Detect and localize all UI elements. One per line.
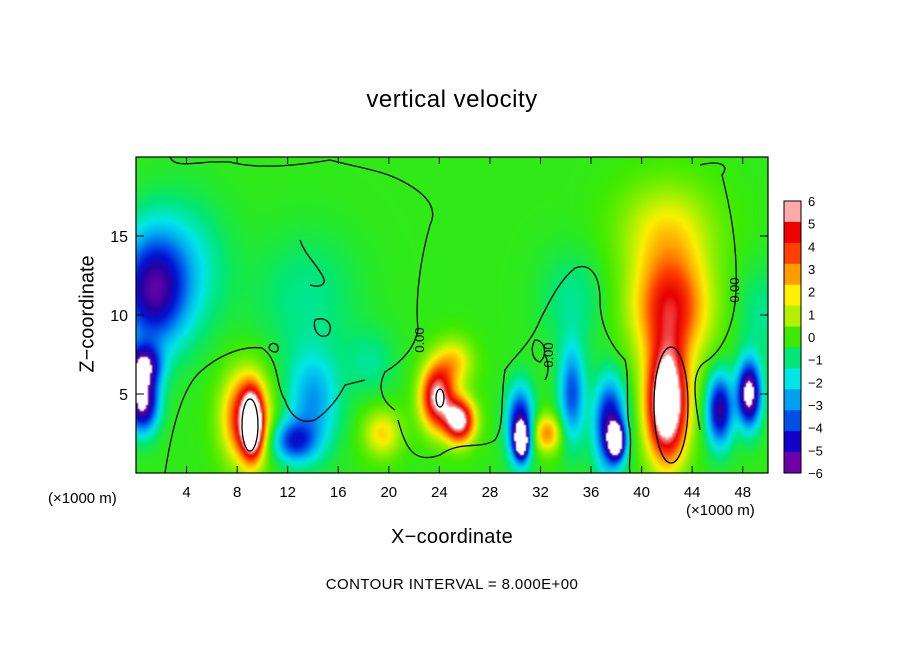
colorbar-band <box>784 389 801 411</box>
colorbar-tick-label: 3 <box>808 262 815 277</box>
y-tick-label: 15 <box>110 229 128 246</box>
colorbar-band <box>784 201 801 223</box>
y-axis-ticks: 5 10 15 <box>110 229 768 404</box>
zero-contour-lines <box>164 157 737 473</box>
colorbar-tick-label: 6 <box>808 194 815 209</box>
colorbar-band <box>784 410 801 432</box>
chart-title: vertical velocity <box>366 86 538 113</box>
contour-label: 0.00 <box>727 277 742 302</box>
colorbar-tick-label: 5 <box>808 217 815 232</box>
colorbar: 6 5 4 3 2 1 0 −1 −2 −3 −4 −5 −6 <box>783 194 823 481</box>
x-tick-label: 8 <box>233 484 241 501</box>
colorbar-tick-label: −1 <box>808 353 823 368</box>
contour-core-right <box>653 346 689 464</box>
colorbar-tick-label: 4 <box>808 239 815 254</box>
contour-line-small-4 <box>531 339 546 363</box>
colorbar-band <box>784 368 801 390</box>
colorbar-band <box>784 452 801 474</box>
x-tick-label: 40 <box>633 484 650 501</box>
contour-line-small-1 <box>299 239 325 287</box>
contour-line-right <box>694 162 737 431</box>
contour-core-left <box>241 398 259 452</box>
colorbar-tick-label: −6 <box>808 466 823 481</box>
colorbar-band <box>784 431 801 453</box>
colorbar-band <box>784 221 801 244</box>
x-tick-label: 44 <box>684 484 701 501</box>
colorbar-tick-label: 2 <box>808 285 815 300</box>
colorbar-band <box>784 284 801 307</box>
colorbar-tick-label: −4 <box>808 421 823 436</box>
contour-line-tropopause <box>169 157 434 411</box>
y-tick-label: 5 <box>119 387 128 404</box>
contour-line-small-3 <box>268 342 279 353</box>
contour-label: 0.00 <box>412 327 427 352</box>
contour-line-small-5 <box>544 354 549 381</box>
x-tick-label: 28 <box>482 484 499 501</box>
x-tick-label: 20 <box>380 484 397 501</box>
x-unit-label-right: (×1000 m) <box>686 502 755 519</box>
x-unit-label-left: (×1000 m) <box>48 490 117 507</box>
velocity-field-image <box>136 157 768 473</box>
colorbar-band <box>784 263 801 286</box>
y-tick-label: 10 <box>110 308 128 325</box>
x-tick-label: 48 <box>734 484 751 501</box>
colorbar-tick-label: 0 <box>808 330 815 345</box>
colorbar-band <box>784 242 801 265</box>
colorbar-tick-label: 1 <box>808 307 815 322</box>
contour-label: 0.00 <box>541 342 556 367</box>
colorbar-band <box>784 305 801 328</box>
colorbar-band <box>784 326 801 348</box>
contour-line-mid <box>397 265 632 473</box>
contour-interval-note: CONTOUR INTERVAL = 8.000E+00 <box>325 576 579 593</box>
contour-line-bottom-left <box>164 346 366 473</box>
x-axis-label: X−coordinate <box>390 526 514 548</box>
colorbar-tick-label: −5 <box>808 443 823 458</box>
x-tick-label: 4 <box>182 484 190 501</box>
contour-line-small-2 <box>313 318 331 337</box>
x-tick-label: 16 <box>330 484 347 501</box>
colorbar-band <box>784 347 801 369</box>
x-tick-label: 36 <box>583 484 600 501</box>
colorbar-frame <box>783 200 802 474</box>
x-tick-label: 12 <box>279 484 296 501</box>
colorbar-tick-label: −2 <box>808 375 823 390</box>
colorbar-tick-label: −3 <box>808 398 823 413</box>
contour-core-mid <box>435 388 445 408</box>
x-axis-ticks: 4 8 12 16 20 24 28 32 36 40 44 48 <box>182 157 751 501</box>
x-tick-label: 24 <box>431 484 448 501</box>
contour-labels: 0.00 0.00 0.00 <box>412 277 742 367</box>
x-tick-label: 32 <box>532 484 549 501</box>
